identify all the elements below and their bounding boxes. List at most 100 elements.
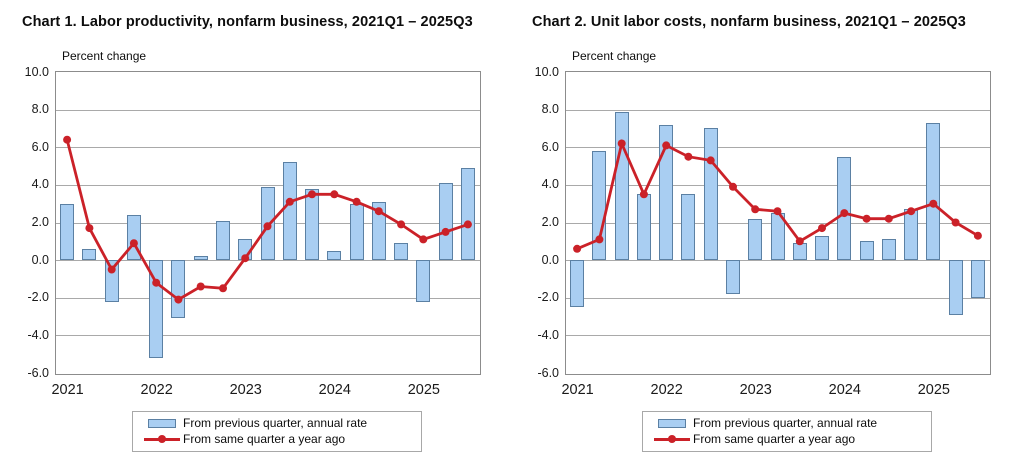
line-marker-2022Q4 (219, 284, 227, 293)
line-marker-2023Q3 (285, 197, 294, 206)
y-tick-label: -2.0 (537, 290, 559, 305)
bar-2021Q1 (570, 260, 585, 308)
y-tick-label: 8.0 (541, 102, 559, 117)
bar-2023Q4 (815, 235, 830, 261)
bar-2024Q4 (394, 243, 409, 261)
legend-line-swatch (144, 434, 180, 444)
y-tick-label: 6.0 (31, 139, 49, 154)
legend-row: From previous quarter, annual rate (653, 415, 925, 431)
plot-area (55, 71, 481, 375)
x-year-label-2022: 2022 (650, 382, 683, 398)
line-marker-2024Q3 (374, 207, 383, 216)
bar-2024Q2 (859, 241, 874, 261)
gridline (566, 297, 990, 299)
legend-line-label: From same quarter a year ago (183, 432, 346, 446)
legend-bar-label: From previous quarter, annual rate (183, 416, 368, 430)
x-year-label-2025: 2025 (917, 382, 950, 398)
chart-title: Chart 2. Unit labor costs, nonfarm busin… (532, 14, 966, 30)
y-tick-label: 4.0 (31, 177, 49, 192)
bar-2024Q3 (371, 201, 386, 261)
line-marker-2024Q2 (352, 197, 361, 206)
gridline (56, 260, 480, 262)
line-marker-2023Q4 (308, 190, 316, 199)
line-marker-2022Q3 (706, 156, 715, 165)
line-marker-2023Q4 (818, 224, 826, 233)
bar-2024Q1 (837, 156, 852, 261)
bar-2023Q1 (748, 218, 763, 261)
gridline (56, 335, 480, 337)
y-axis-label: Percent change (572, 49, 657, 63)
line-marker-2025Q2 (441, 227, 450, 236)
y-tick-label: 8.0 (31, 102, 49, 117)
legend-bar-swatch (148, 418, 176, 428)
bar-2022Q2 (681, 194, 696, 261)
y-tick-label: -2.0 (27, 290, 49, 305)
y-tick-label: 10.0 (24, 64, 49, 79)
legend-bar-swatch (658, 418, 686, 428)
line-marker-2022Q4 (729, 182, 737, 191)
gridline (56, 109, 480, 111)
line-marker-2024Q3 (884, 214, 893, 223)
gridline (566, 109, 990, 111)
bar-2022Q4 (215, 220, 230, 261)
bar-2022Q4 (725, 260, 740, 294)
bar-2025Q1 (926, 122, 941, 261)
bar-2021Q1 (60, 203, 75, 261)
y-tick-label: 0.0 (31, 252, 49, 267)
line-marker-2021Q1 (63, 135, 72, 144)
line-marker-2023Q1 (241, 254, 250, 263)
y-tick-label: 2.0 (31, 215, 49, 229)
y-tick-label: -4.0 (27, 327, 49, 342)
gridline (56, 147, 480, 149)
bar-2021Q2 (82, 248, 97, 261)
y-tick-label: -6.0 (27, 365, 49, 380)
x-year-label-2024: 2024 (828, 382, 861, 398)
line-marker-2021Q4 (129, 239, 138, 248)
x-year-label-2023: 2023 (739, 382, 772, 398)
y-axis-label: Percent change (62, 49, 147, 63)
y-tick-label: 4.0 (541, 177, 559, 192)
line-marker-2025Q2 (951, 218, 960, 227)
legend-bar-label: From previous quarter, annual rate (693, 416, 878, 430)
gridline (566, 260, 990, 262)
y-tick-label: -4.0 (537, 327, 559, 342)
line-marker-2022Q2 (174, 295, 183, 304)
line-marker-2022Q2 (684, 152, 693, 161)
x-year-label-2023: 2023 (229, 382, 262, 398)
x-year-label-2022: 2022 (140, 382, 173, 398)
line-marker-2022Q3 (196, 282, 205, 291)
chart-panel-2: Chart 2. Unit labor costs, nonfarm busin… (530, 0, 1024, 466)
line-marker-2021Q1 (573, 244, 582, 253)
bar-2023Q3 (282, 162, 297, 261)
legend-line-label: From same quarter a year ago (693, 432, 856, 446)
legend-line-swatch (654, 434, 690, 444)
line-marker-2022Q1 (152, 278, 161, 287)
line-marker-2023Q3 (795, 237, 804, 246)
gridline (566, 335, 990, 337)
bar-2025Q2 (438, 182, 453, 261)
bar-2025Q1 (416, 260, 431, 302)
bar-2022Q3 (193, 256, 208, 261)
chart-title: Chart 1. Labor productivity, nonfarm bus… (22, 14, 473, 30)
x-year-label-2021: 2021 (51, 382, 84, 398)
legend-row: From previous quarter, annual rate (143, 415, 415, 431)
line-marker-2023Q2 (773, 207, 782, 216)
line-marker-2025Q1 (419, 235, 428, 244)
bar-2024Q1 (327, 250, 342, 261)
bar-2023Q4 (305, 188, 320, 261)
yoy-line-svg (573, 139, 982, 253)
legend: From previous quarter, annual rate From … (642, 411, 932, 452)
line-marker-2025Q3 (973, 231, 982, 240)
y-tick-label: -6.0 (537, 365, 559, 380)
y-tick-label: 6.0 (541, 139, 559, 154)
line-marker-2024Q1 (840, 209, 849, 218)
line-marker-2025Q3 (463, 220, 472, 229)
legend: From previous quarter, annual rate From … (132, 411, 422, 452)
line-marker-2024Q1 (330, 190, 339, 199)
y-tick-label: 0.0 (541, 252, 559, 267)
chart-panel-1: Chart 1. Labor productivity, nonfarm bus… (20, 0, 514, 466)
gridline (56, 297, 480, 299)
bar-2025Q2 (948, 260, 963, 315)
x-year-label-2021: 2021 (561, 382, 594, 398)
gridline (566, 147, 990, 149)
